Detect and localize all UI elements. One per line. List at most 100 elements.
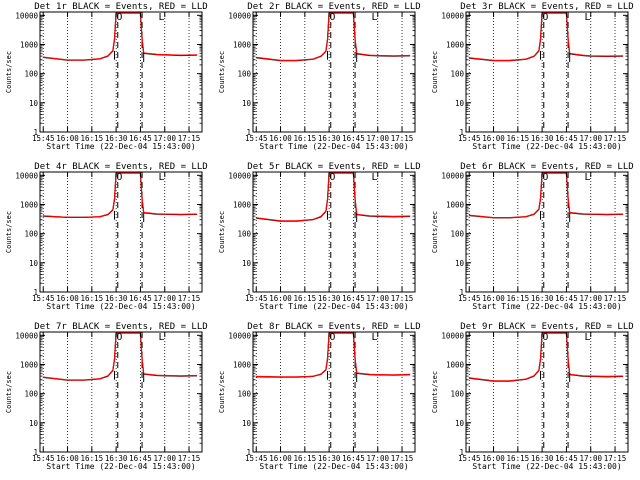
y-tick-label: 10 xyxy=(455,259,465,268)
marker-label: O xyxy=(542,172,548,183)
x-tick-label: 16:30 xyxy=(318,454,341,463)
marker-label: O xyxy=(116,12,122,23)
x-tick-label: 16:00 xyxy=(269,294,292,303)
y-tick-label: 10000 xyxy=(441,11,464,20)
plot-frame xyxy=(465,331,629,453)
y-tick-label: 1 xyxy=(33,448,38,457)
x-tick-label: 16:15 xyxy=(294,454,317,463)
y-tick-label: 100 xyxy=(450,390,464,399)
x-tick-label: 16:45 xyxy=(129,134,152,143)
x-tick-label: 17:15 xyxy=(604,454,627,463)
y-tick-label: 1000 xyxy=(446,40,465,49)
y-tick-label: 10000 xyxy=(228,331,251,340)
y-tick-label: 10 xyxy=(455,419,465,428)
marker-label: O xyxy=(116,332,122,343)
y-axis-label: Counts/sec xyxy=(431,211,439,253)
x-axis-label: Start Time (22-Dec-04 15:43:00) xyxy=(259,462,408,471)
y-tick-label: 1 xyxy=(33,288,38,297)
x-tick-label: 17:00 xyxy=(366,134,389,143)
y-tick-label: 100 xyxy=(237,390,251,399)
marker-label: O xyxy=(329,172,335,183)
x-tick-label: 17:00 xyxy=(153,294,176,303)
x-tick-label: 16:15 xyxy=(81,294,104,303)
x-tick-label: 16:15 xyxy=(294,294,317,303)
x-tick-label: 17:15 xyxy=(604,134,627,143)
plot-frame xyxy=(39,171,203,293)
x-tick-label: 15:45 xyxy=(458,134,481,143)
x-tick-label: 16:45 xyxy=(342,454,365,463)
x-tick-label: 16:00 xyxy=(482,294,505,303)
x-tick-label: 16:30 xyxy=(531,454,554,463)
x-tick-label: 15:45 xyxy=(458,294,481,303)
x-tick-label: 16:45 xyxy=(555,294,578,303)
x-tick-label: 17:00 xyxy=(579,294,602,303)
x-tick-label: 17:00 xyxy=(579,454,602,463)
y-tick-label: 1000 xyxy=(233,360,252,369)
marker-label: L xyxy=(371,172,377,183)
x-axis-label: Start Time (22-Dec-04 15:43:00) xyxy=(46,302,195,311)
x-tick-label: 16:45 xyxy=(555,454,578,463)
y-axis-label: Counts/sec xyxy=(5,51,13,93)
y-tick-label: 10 xyxy=(29,419,39,428)
marker-label: L xyxy=(158,172,164,183)
y-tick-label: 1 xyxy=(246,128,251,137)
x-tick-label: 16:30 xyxy=(318,134,341,143)
x-tick-label: 17:15 xyxy=(178,294,201,303)
y-tick-label: 1 xyxy=(33,128,38,137)
x-tick-label: 15:45 xyxy=(32,454,55,463)
marker-label: O xyxy=(542,332,548,343)
marker-label: O xyxy=(542,12,548,23)
y-tick-label: 10 xyxy=(29,99,39,108)
x-tick-label: 16:15 xyxy=(81,134,104,143)
y-axis-label: Counts/sec xyxy=(218,371,226,413)
x-axis-label: Start Time (22-Dec-04 15:43:00) xyxy=(259,302,408,311)
panel-title: Det 8r BLACK = Events, RED = LLD xyxy=(247,322,420,332)
plot-frame xyxy=(252,331,416,453)
x-tick-label: 16:30 xyxy=(531,294,554,303)
plot-frame xyxy=(39,11,203,133)
x-axis-label: Start Time (22-Dec-04 15:43:00) xyxy=(46,462,195,471)
y-tick-label: 10 xyxy=(242,419,252,428)
y-tick-label: 10000 xyxy=(15,11,38,20)
y-tick-label: 10 xyxy=(455,99,465,108)
x-tick-label: 16:15 xyxy=(81,454,104,463)
x-tick-label: 15:45 xyxy=(458,454,481,463)
y-tick-label: 1 xyxy=(459,128,464,137)
x-tick-label: 15:45 xyxy=(245,454,268,463)
marker-label: L xyxy=(584,172,590,183)
x-tick-label: 16:30 xyxy=(531,134,554,143)
x-tick-label: 15:45 xyxy=(245,294,268,303)
marker-label: L xyxy=(158,12,164,23)
panel-title: Det 5r BLACK = Events, RED = LLD xyxy=(247,162,420,172)
y-tick-label: 100 xyxy=(237,230,251,239)
x-tick-label: 17:00 xyxy=(366,294,389,303)
marker-label: L xyxy=(371,12,377,23)
y-tick-label: 1 xyxy=(459,448,464,457)
x-tick-label: 16:45 xyxy=(129,454,152,463)
x-tick-label: 16:45 xyxy=(129,294,152,303)
x-axis-label: Start Time (22-Dec-04 15:43:00) xyxy=(472,302,621,311)
plot-frame xyxy=(465,171,629,293)
x-tick-label: 16:15 xyxy=(294,134,317,143)
panel-title: Det 9r BLACK = Events, RED = LLD xyxy=(460,322,633,332)
x-tick-label: 17:15 xyxy=(604,294,627,303)
x-tick-label: 16:30 xyxy=(318,294,341,303)
x-tick-label: 17:15 xyxy=(391,454,414,463)
y-tick-label: 1 xyxy=(246,448,251,457)
x-tick-label: 15:45 xyxy=(32,134,55,143)
x-axis-label: Start Time (22-Dec-04 15:43:00) xyxy=(472,142,621,151)
y-axis-label: Counts/sec xyxy=(218,51,226,93)
y-tick-label: 1000 xyxy=(446,360,465,369)
panel-title: Det 7r BLACK = Events, RED = LLD xyxy=(34,322,207,332)
y-tick-label: 1000 xyxy=(233,40,252,49)
y-tick-label: 1000 xyxy=(446,200,465,209)
y-tick-label: 10 xyxy=(242,99,252,108)
y-axis-label: Counts/sec xyxy=(218,211,226,253)
plot-frame xyxy=(252,11,416,133)
y-tick-label: 10000 xyxy=(441,171,464,180)
x-axis-label: Start Time (22-Dec-04 15:43:00) xyxy=(472,462,621,471)
x-tick-label: 16:30 xyxy=(105,134,128,143)
